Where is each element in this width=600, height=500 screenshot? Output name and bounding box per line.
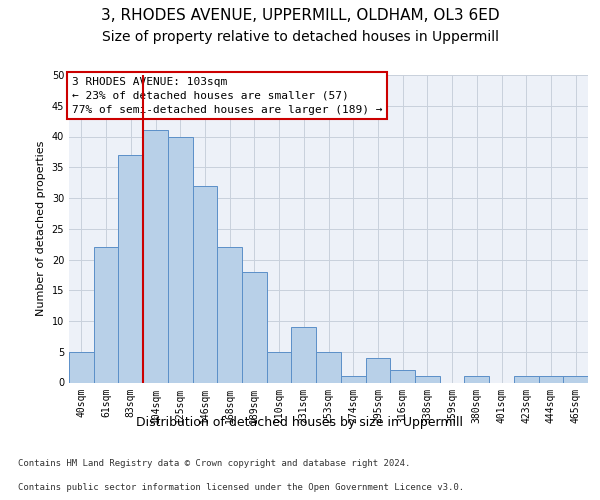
Text: 3 RHODES AVENUE: 103sqm
← 23% of detached houses are smaller (57)
77% of semi-de: 3 RHODES AVENUE: 103sqm ← 23% of detache… [71,76,382,114]
Text: Contains public sector information licensed under the Open Government Licence v3: Contains public sector information licen… [18,484,464,492]
Bar [217,247,242,382]
Y-axis label: Number of detached properties: Number of detached properties [36,141,46,316]
Bar [267,352,292,382]
Text: 3, RHODES AVENUE, UPPERMILL, OLDHAM, OL3 6ED: 3, RHODES AVENUE, UPPERMILL, OLDHAM, OL3… [101,8,499,22]
Bar [242,272,267,382]
Bar [143,130,168,382]
Text: Size of property relative to detached houses in Uppermill: Size of property relative to detached ho… [101,30,499,44]
Bar [69,352,94,382]
Bar [292,327,316,382]
Bar [390,370,415,382]
Bar [464,376,489,382]
Bar [118,155,143,382]
Bar [365,358,390,382]
Bar [563,376,588,382]
Bar [341,376,365,382]
Bar [514,376,539,382]
Bar [415,376,440,382]
Bar [94,247,118,382]
Bar [539,376,563,382]
Bar [316,352,341,382]
Bar [193,186,217,382]
Text: Contains HM Land Registry data © Crown copyright and database right 2024.: Contains HM Land Registry data © Crown c… [18,458,410,468]
Text: Distribution of detached houses by size in Uppermill: Distribution of detached houses by size … [137,416,464,429]
Bar [168,136,193,382]
